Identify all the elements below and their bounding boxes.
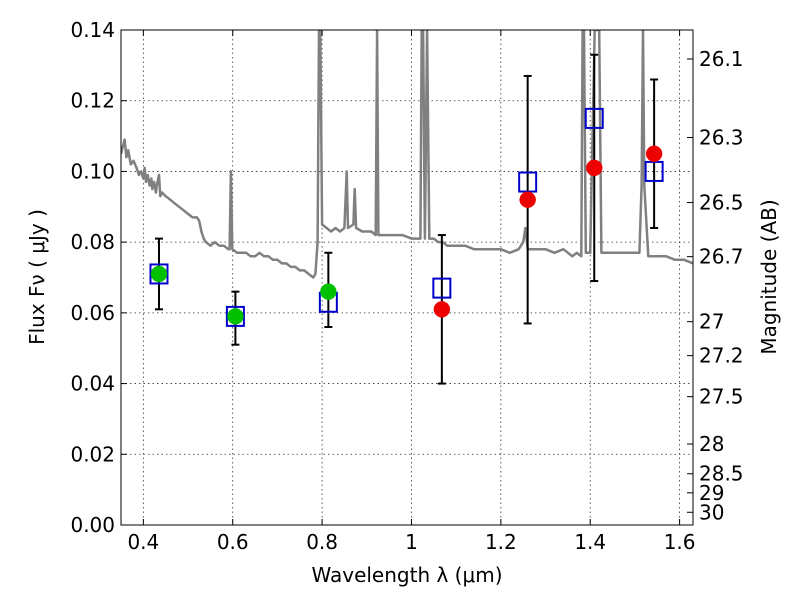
open-square-marker <box>149 263 169 285</box>
mag-tick-label: 26.3 <box>699 125 744 149</box>
y-tick-label: 0.02 <box>70 442 115 466</box>
x-tick-label: 1 <box>405 530 418 554</box>
spectrum-layer <box>121 30 693 279</box>
filled-circle-marker <box>519 191 536 208</box>
filled-circle-marker <box>320 283 337 300</box>
filled-circle-marker <box>433 301 451 318</box>
mag-tick-label: 26.7 <box>699 245 744 269</box>
mag-tick-label: 28 <box>699 432 724 456</box>
x-tick-label: 1.6 <box>664 530 696 554</box>
mag-tick-label: 28.5 <box>699 462 744 486</box>
mag-tick-label: 26.1 <box>699 47 744 71</box>
filled-circle-marker <box>150 265 168 283</box>
filled-circle-marker <box>585 159 603 177</box>
mag-tick-label: 27.5 <box>699 385 744 409</box>
x-tick-label: 1.2 <box>485 530 517 554</box>
grid-layer <box>121 29 693 526</box>
mag-tick-label: 30 <box>699 500 724 524</box>
mag-tick-label: 29 <box>699 481 724 505</box>
spectrum-line <box>121 30 693 279</box>
mag-tick-label: 26.5 <box>699 191 744 215</box>
open-square-marker <box>584 107 604 129</box>
mag-tick-label: 27 <box>699 310 724 334</box>
mag-tick-label: 27.2 <box>699 344 744 368</box>
marker-layer <box>149 107 664 327</box>
y-tick-label: 0.06 <box>70 301 115 325</box>
y-tick-label: 0.14 <box>70 18 115 42</box>
x-tick-label: 0.8 <box>306 530 338 554</box>
y-axis-title: Flux Fν ( μJy ) <box>25 209 49 345</box>
plot-frame <box>120 29 694 526</box>
y-tick-label: 0.04 <box>70 372 115 396</box>
y2-axis-title: Magnitude (AB) <box>757 199 781 354</box>
y-tick-label: 0.12 <box>70 89 115 113</box>
filled-circle-marker <box>227 308 244 325</box>
x-axis-title: Wavelength λ (μm) <box>311 563 502 587</box>
x-tick-label: 1.4 <box>574 530 606 554</box>
tick-layer: 0.4 0.6 0.8 1 1.2 1.4 1.6 0.00 0.02 0.04 0.06 0.08 0… <box>70 18 743 554</box>
y-tick-label: 0.00 <box>70 513 115 537</box>
y-tick-label: 0.08 <box>70 230 115 254</box>
open-square-marker <box>432 277 452 299</box>
x-tick-label: 0.4 <box>127 530 159 554</box>
y-tick-label: 0.10 <box>70 159 115 183</box>
x-tick-label: 0.6 <box>217 530 249 554</box>
open-square-marker <box>225 305 245 327</box>
filled-circle-marker <box>645 145 663 162</box>
